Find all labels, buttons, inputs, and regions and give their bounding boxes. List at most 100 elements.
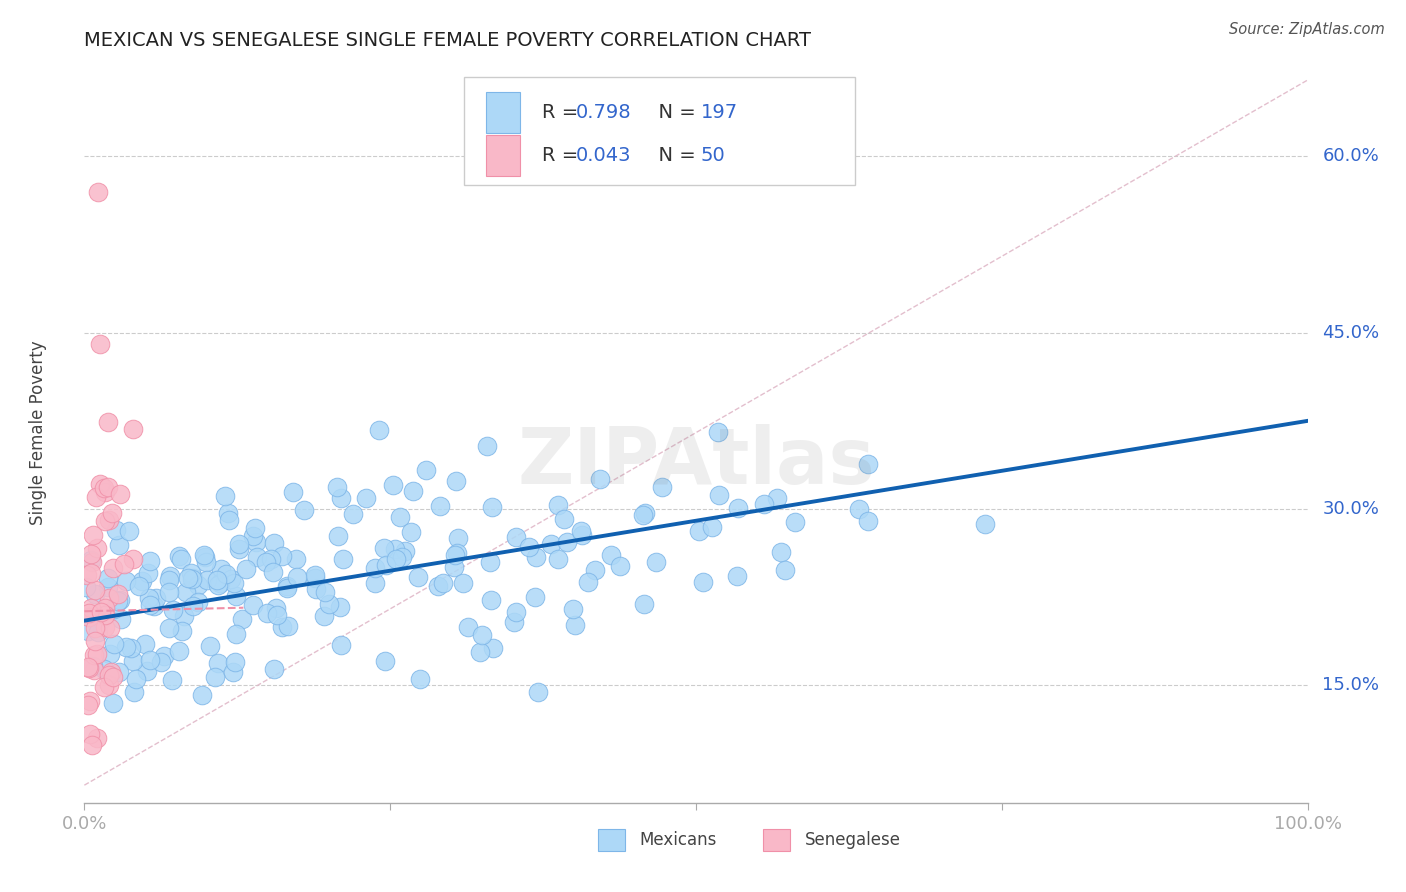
Point	[373, 541, 395, 555]
Point	[709, 488, 731, 502]
Point	[86, 647, 108, 661]
Point	[785, 516, 807, 530]
Point	[329, 491, 352, 506]
Point	[326, 529, 349, 543]
Point	[138, 591, 160, 605]
Point	[207, 577, 229, 591]
Point	[114, 574, 136, 588]
Text: Source: ZipAtlas.com: Source: ZipAtlas.com	[1229, 22, 1385, 37]
Point	[314, 608, 336, 623]
Point	[318, 597, 340, 611]
Point	[98, 677, 121, 691]
Point	[225, 589, 247, 603]
Point	[98, 512, 121, 526]
Point	[172, 624, 194, 639]
Text: 0.798: 0.798	[576, 103, 631, 122]
Point	[76, 624, 98, 638]
Point	[329, 599, 352, 614]
Point	[159, 569, 181, 583]
Point	[415, 463, 437, 477]
Point	[457, 620, 479, 634]
Point	[633, 508, 655, 522]
Point	[754, 497, 776, 511]
Point	[634, 506, 657, 520]
Point	[263, 535, 285, 549]
Text: ZIPAtlas: ZIPAtlas	[517, 425, 875, 500]
Text: MEXICAN VS SENEGALESE SINGLE FEMALE POVERTY CORRELATION CHART: MEXICAN VS SENEGALESE SINGLE FEMALE POVE…	[84, 30, 811, 50]
Point	[470, 645, 492, 659]
Point	[447, 531, 470, 545]
Point	[150, 655, 173, 669]
Point	[427, 579, 450, 593]
Point	[169, 549, 191, 564]
Point	[451, 575, 474, 590]
Point	[104, 523, 127, 537]
Point	[856, 457, 879, 471]
Point	[609, 559, 631, 574]
Text: 197: 197	[700, 103, 738, 122]
Point	[266, 600, 288, 615]
Point	[177, 571, 200, 585]
Point	[101, 669, 124, 683]
Point	[576, 574, 599, 589]
Point	[138, 566, 160, 580]
Point	[120, 641, 142, 656]
Point	[725, 569, 748, 583]
Point	[402, 483, 425, 498]
Point	[270, 620, 292, 634]
Point	[385, 552, 408, 566]
Point	[583, 563, 606, 577]
Point	[80, 601, 103, 615]
Text: N =: N =	[645, 146, 702, 165]
Point	[86, 731, 108, 745]
Point	[207, 657, 229, 671]
Text: 50: 50	[700, 146, 725, 165]
Point	[214, 489, 236, 503]
Point	[326, 480, 349, 494]
Point	[381, 478, 404, 492]
Point	[475, 439, 498, 453]
Point	[707, 425, 730, 439]
Point	[80, 566, 103, 581]
Point	[429, 499, 451, 513]
Point	[401, 524, 423, 539]
Point	[125, 672, 148, 686]
Point	[101, 506, 124, 520]
Point	[645, 555, 668, 569]
Point	[138, 598, 160, 612]
Point	[262, 565, 284, 579]
Point	[86, 541, 108, 555]
Point	[100, 665, 122, 680]
Point	[94, 607, 117, 622]
Point	[540, 537, 562, 551]
Point	[444, 475, 467, 489]
Point	[162, 603, 184, 617]
Point	[564, 618, 586, 632]
Point	[700, 520, 723, 534]
Point	[242, 529, 264, 543]
Point	[364, 561, 387, 575]
Point	[79, 553, 101, 567]
Point	[94, 601, 117, 615]
Point	[231, 612, 253, 626]
Point	[187, 577, 209, 591]
Point	[547, 552, 569, 566]
Point	[727, 500, 749, 515]
Bar	[763, 829, 790, 851]
Point	[769, 545, 792, 559]
Point	[77, 661, 100, 675]
Point	[107, 594, 129, 608]
Point	[180, 572, 202, 586]
Point	[446, 546, 468, 560]
Point	[367, 423, 389, 437]
Point	[98, 591, 121, 606]
Point	[191, 688, 214, 702]
Point	[94, 484, 117, 499]
Text: R =: R =	[541, 146, 585, 165]
Point	[96, 580, 118, 594]
Point	[222, 665, 245, 680]
Point	[444, 549, 467, 563]
Point	[692, 575, 714, 590]
Point	[432, 575, 454, 590]
Point	[80, 555, 103, 569]
